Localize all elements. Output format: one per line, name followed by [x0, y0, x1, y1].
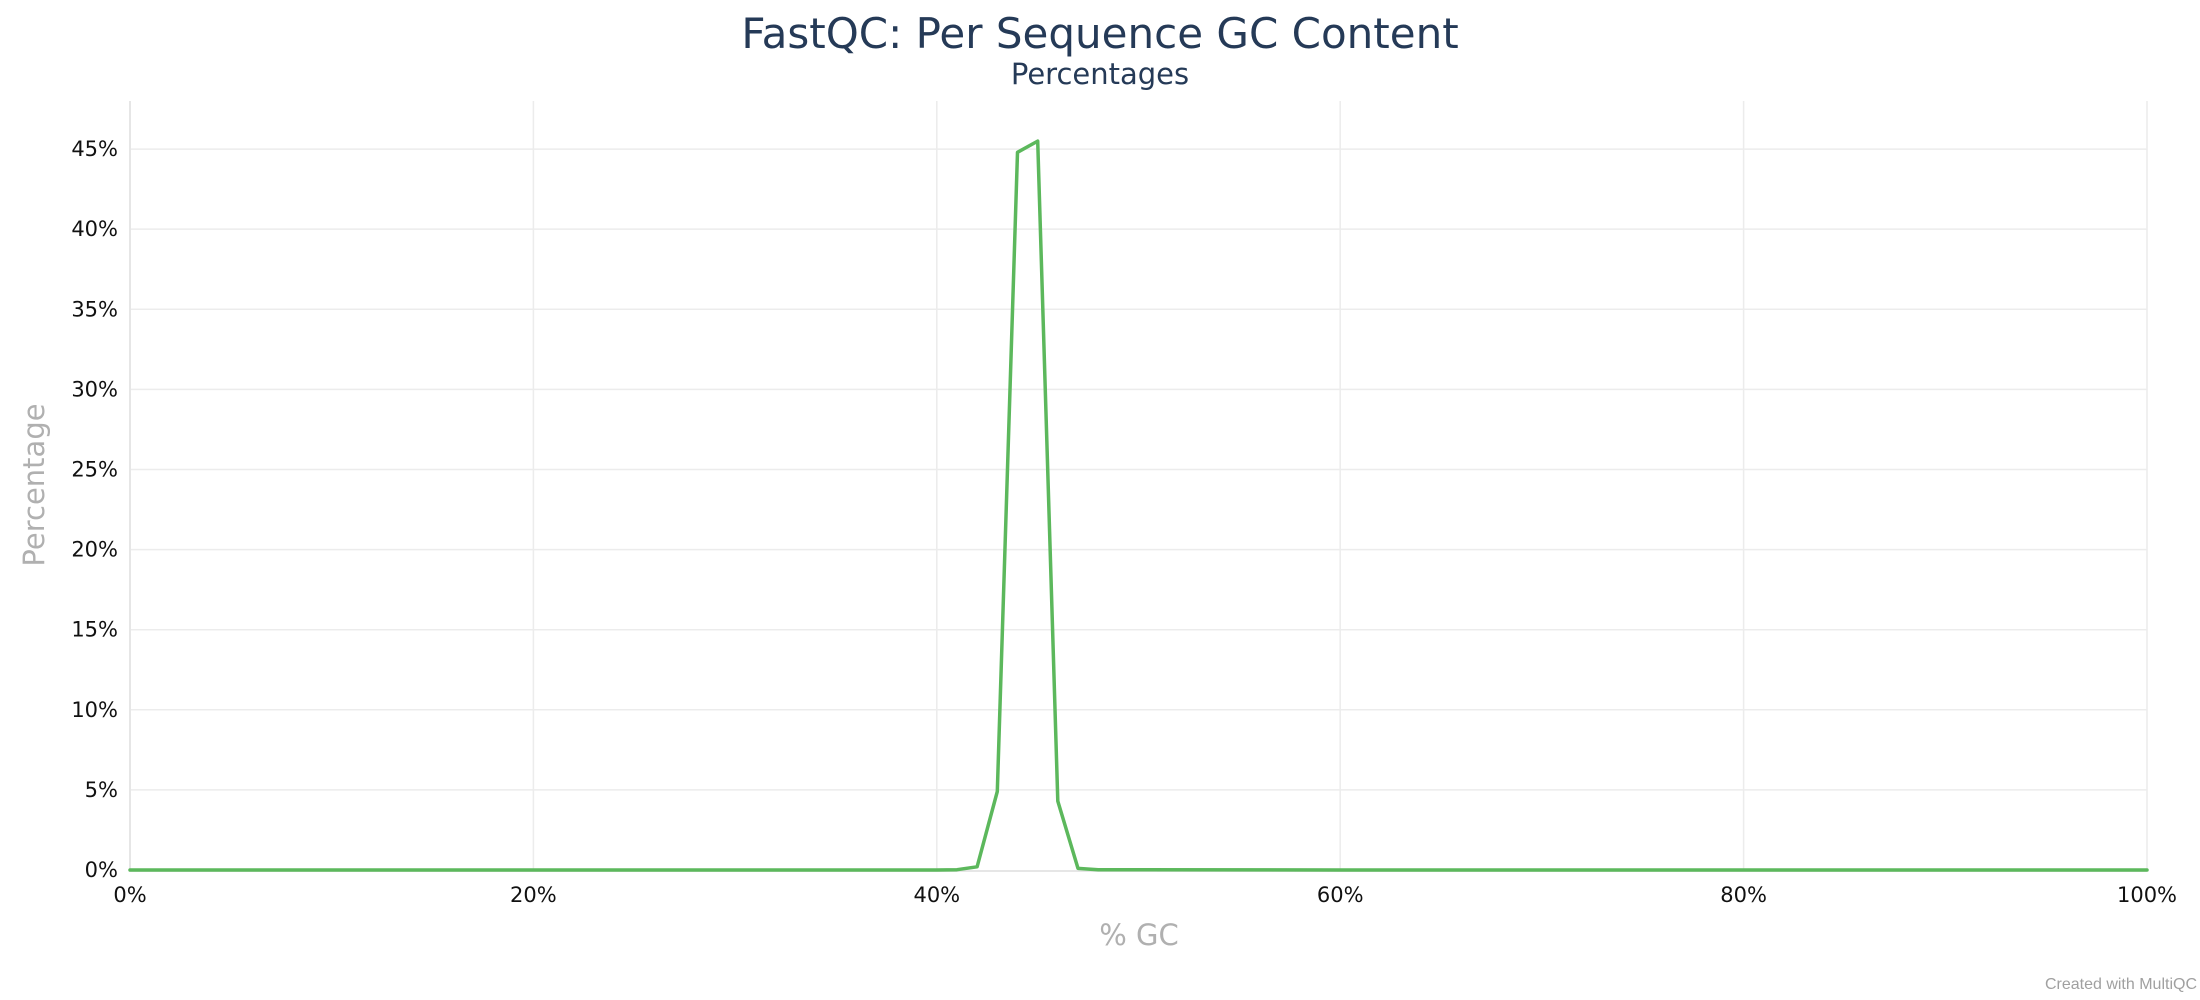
y-axis-label: Percentage	[17, 403, 51, 566]
series-line	[128, 139, 2149, 872]
axis-layer	[129, 101, 2147, 872]
y-tick-label: 15%	[71, 618, 118, 642]
x-axis-label: % GC	[1099, 918, 1179, 952]
grid-layer	[130, 101, 2148, 870]
chart-subtitle: Percentages	[1011, 57, 1189, 91]
tick-layer: 0% 5% 10% 15% 20% 25% 30% 35% 40% 45% 0% 20% 40% 60% 8…	[71, 137, 2177, 907]
chart-title: FastQC: Per Sequence GC Content	[741, 9, 1458, 58]
y-tick-label: 30%	[71, 377, 118, 401]
x-tick-label: 20%	[510, 883, 557, 907]
x-tick-label: 40%	[913, 883, 960, 907]
y-tick-label: 35%	[71, 297, 118, 321]
series-layer	[128, 139, 2149, 872]
x-tick-label: 100%	[2117, 883, 2177, 907]
y-tick-label: 40%	[71, 217, 118, 241]
y-tick-label: 10%	[71, 698, 118, 722]
multiqc-credit: Created with MultiQC	[2044, 976, 2197, 993]
y-tick-label: 25%	[71, 457, 118, 481]
x-tick-label: 0%	[113, 883, 146, 907]
y-tick-label: 20%	[71, 538, 118, 562]
x-tick-label: 80%	[1720, 883, 1767, 907]
y-tick-label: 5%	[85, 778, 118, 802]
x-tick-label: 60%	[1317, 883, 1364, 907]
y-tick-label: 45%	[71, 137, 118, 161]
y-tick-label: 0%	[85, 858, 118, 882]
